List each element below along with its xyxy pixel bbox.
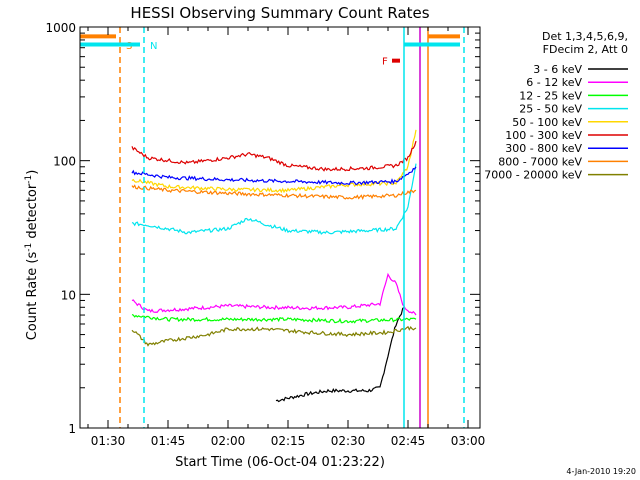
series-line-5 xyxy=(131,140,417,172)
plot-area: S N F xyxy=(80,27,465,428)
date-stamp: 4-Jan-2010 19:20 xyxy=(566,467,636,476)
x-axis-label: Start Time (06-Oct-04 01:23:22) xyxy=(175,455,385,470)
x-tick-label-2: 02:00 xyxy=(211,434,246,448)
y-tick-label-2: 100 xyxy=(53,155,76,169)
x-tick-label-4: 02:30 xyxy=(331,434,366,448)
y-tick-label-0: 1 xyxy=(68,422,76,436)
legend-entry-label-4: 50 - 100 keV xyxy=(512,116,582,129)
legend-entry-label-0: 3 - 6 keV xyxy=(533,63,582,76)
series-line-4 xyxy=(131,129,417,194)
series-line-7 xyxy=(131,184,417,201)
flag-label-4: F xyxy=(382,57,388,68)
time-marker-label-0: S xyxy=(126,41,132,52)
legend: Det 1,3,4,5,6,9,FDecim 2, Att 0 3 - 6 keV… xyxy=(484,30,628,182)
series-line-3 xyxy=(131,163,417,235)
y-tick-label-3: 1000 xyxy=(45,21,76,35)
legend-entry-label-5: 100 - 300 keV xyxy=(505,129,582,142)
y-axis-label: Count Rate (s-1 detector-1) xyxy=(24,170,40,341)
legend-entry-label-6: 300 - 800 keV xyxy=(505,142,582,155)
series-line-6 xyxy=(131,166,417,186)
y-tick-label-1: 10 xyxy=(61,288,76,302)
series-line-2 xyxy=(131,314,417,324)
series-line-8 xyxy=(131,325,417,347)
legend-header-1: FDecim 2, Att 0 xyxy=(543,43,628,56)
x-tick-label-3: 02:15 xyxy=(271,434,306,448)
series-line-1 xyxy=(131,272,417,316)
x-tick-label-1: 01:45 xyxy=(151,434,186,448)
plot-frame xyxy=(79,26,481,429)
legend-entry-label-7: 800 - 7000 keV xyxy=(498,155,582,168)
x-tick-label-0: 01:30 xyxy=(91,434,126,448)
x-tick-label-5: 02:45 xyxy=(391,434,426,448)
legend-entry-label-8: 7000 - 20000 keV xyxy=(484,169,582,182)
legend-entry-label-1: 6 - 12 keV xyxy=(526,76,582,89)
axes: 01:30 01:45 02:00 02:15 02:30 02:45 03:00 1 10 10… xyxy=(45,21,485,448)
legend-entry-label-3: 25 - 50 keV xyxy=(519,103,582,116)
x-tick-label-6: 03:00 xyxy=(451,434,486,448)
chart-title: HESSI Observing Summary Count Rates xyxy=(130,4,429,22)
time-marker-label-1: N xyxy=(150,41,157,52)
legend-header-0: Det 1,3,4,5,6,9, xyxy=(542,30,628,43)
series-line-0 xyxy=(275,306,405,403)
legend-entry-label-2: 12 - 25 keV xyxy=(519,89,582,102)
